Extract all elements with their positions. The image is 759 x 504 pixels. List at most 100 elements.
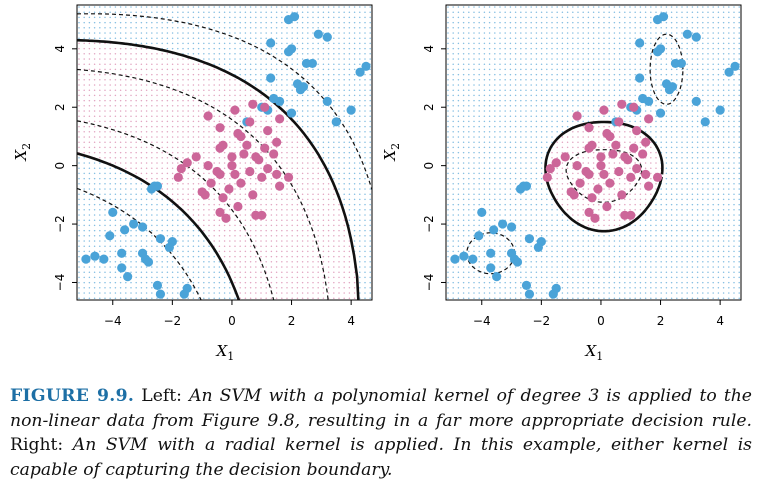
pink-point	[176, 163, 186, 174]
pink-point	[218, 193, 228, 203]
caption-seg-2: Right:	[10, 435, 73, 455]
blue-point	[286, 108, 297, 118]
pink-point	[626, 172, 636, 182]
pink-point	[182, 158, 192, 168]
blue-point	[289, 12, 300, 22]
pink-point	[638, 149, 648, 159]
pink-point	[584, 207, 594, 217]
blue-point	[313, 29, 323, 39]
x-tick-label: 4	[347, 314, 355, 328]
x-tick-label: 2	[657, 314, 665, 328]
y-tick-label: 2	[422, 103, 436, 111]
right-panel: −4 −2 0 2 4 −4 −2 0 2 4 X1 X2	[381, 4, 742, 363]
x-axis-title: X1	[216, 342, 235, 363]
blue-point	[724, 67, 734, 77]
blue-point	[682, 29, 692, 39]
blue-point	[120, 225, 130, 235]
pink-point	[236, 178, 246, 188]
pink-point	[263, 163, 273, 174]
blue-point	[498, 219, 508, 229]
y-tick-label: −4	[422, 274, 436, 292]
pink-point	[260, 143, 270, 153]
margin-curve	[77, 187, 202, 300]
blue-point	[179, 289, 189, 299]
y-tick-label: 0	[422, 162, 436, 170]
blue-point	[489, 225, 499, 235]
blue-point	[322, 32, 332, 42]
figure-caption: FIGURE 9.9. Left: An SVM with a polynomi…	[10, 384, 752, 482]
blue-point	[108, 207, 118, 217]
pink-point	[215, 123, 225, 133]
y-tick-label: −2	[53, 215, 67, 233]
pink-point	[239, 149, 249, 159]
pink-point	[245, 117, 255, 127]
region-grid	[447, 6, 740, 299]
pink-point	[242, 140, 252, 150]
x-axis-title: X1	[585, 342, 604, 363]
pink-point	[227, 161, 237, 171]
pink-point	[629, 143, 639, 153]
pink-point	[248, 99, 258, 109]
blue-point	[307, 58, 318, 69]
pink-point	[584, 169, 594, 180]
pink-point	[283, 172, 294, 182]
blue-point	[691, 96, 701, 106]
blue-point	[266, 38, 276, 48]
pink-point	[551, 158, 561, 168]
pink-point	[632, 125, 642, 136]
pink-point	[652, 172, 663, 182]
blue-point	[331, 117, 341, 127]
left-panel: −4 −2 0 2 4 −4 −2 0 2 4 X1 X2	[12, 4, 373, 363]
y-tick-label: 0	[53, 162, 67, 170]
pink-point	[230, 105, 240, 115]
blue-point	[691, 32, 701, 42]
pink-point	[584, 123, 594, 133]
x-tick-label: −4	[104, 314, 122, 328]
blue-point	[655, 44, 666, 54]
blue-point	[298, 82, 309, 92]
margin-curve	[77, 120, 275, 300]
blue-point	[486, 248, 496, 258]
plot-frame	[76, 4, 373, 301]
pink-point	[602, 201, 612, 212]
pink-point	[617, 99, 627, 109]
pink-point	[608, 149, 618, 159]
pink-point	[203, 111, 213, 121]
blue-point	[524, 234, 535, 244]
blue-point	[468, 254, 478, 264]
pink-point	[575, 178, 585, 188]
blue-point	[346, 105, 356, 115]
pink-point	[218, 140, 228, 150]
pink-point	[173, 172, 183, 182]
pink-point	[617, 190, 627, 200]
decision-boundary	[77, 152, 241, 300]
blue-point	[700, 117, 710, 127]
y-tick-label: −2	[422, 215, 436, 233]
pink-point	[641, 169, 651, 180]
blue-point	[155, 234, 166, 244]
pink-point	[632, 163, 642, 174]
blue-point	[322, 96, 332, 106]
blue-point	[164, 242, 174, 253]
pink-point	[626, 210, 636, 220]
pink-point	[215, 207, 225, 217]
x-tick-label: −4	[473, 314, 491, 328]
y-tick-label: −4	[53, 274, 67, 292]
pink-point	[221, 213, 231, 223]
x-tick-label: 0	[597, 314, 605, 328]
blue-point	[506, 222, 517, 232]
blue-point	[143, 257, 154, 267]
blue-point	[658, 12, 669, 22]
pink-point	[629, 102, 639, 112]
blue-point	[117, 248, 127, 258]
pink-point	[257, 210, 267, 220]
blue-point	[676, 58, 687, 69]
blue-point	[524, 289, 535, 299]
blue-point	[105, 231, 115, 241]
pink-point	[272, 169, 282, 180]
pink-point	[596, 161, 606, 171]
blue-point	[486, 263, 496, 273]
y-axis-title: X2	[381, 143, 402, 162]
x-tick-label: 4	[716, 314, 724, 328]
pink-point	[560, 152, 570, 162]
